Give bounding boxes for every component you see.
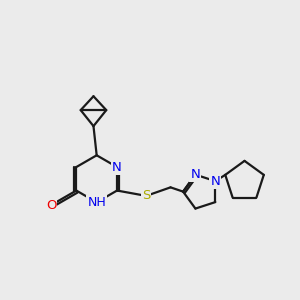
Text: N: N <box>190 168 200 181</box>
Text: NH: NH <box>87 196 106 209</box>
Text: O: O <box>46 199 56 212</box>
Text: S: S <box>142 189 150 203</box>
Text: N: N <box>112 160 122 173</box>
Text: N: N <box>211 175 220 188</box>
